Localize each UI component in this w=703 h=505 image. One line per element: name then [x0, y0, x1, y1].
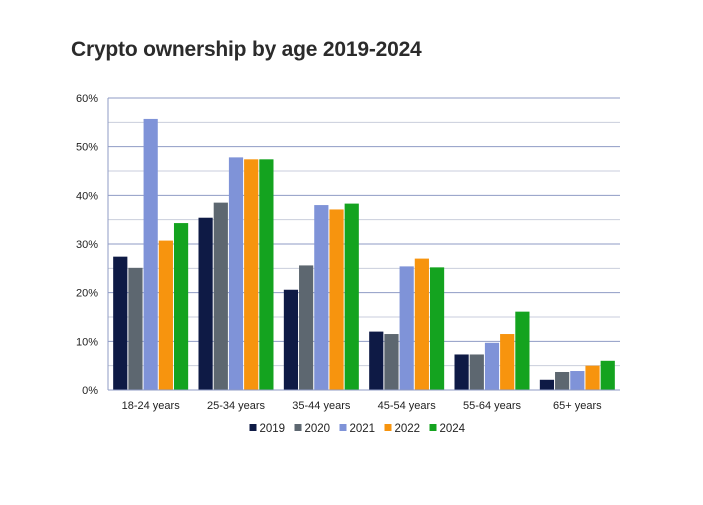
x-tick-label: 35-44 years: [292, 400, 351, 412]
legend-swatch-2020: [294, 424, 302, 431]
bar-2021-25-34-years: [228, 157, 244, 390]
legend-label-2020: 2020: [305, 423, 331, 435]
bar-2021-45-54-years: [399, 266, 414, 390]
bar-2024-45-54-years: [429, 267, 445, 390]
bar-2019-35-44-years: [283, 289, 299, 390]
y-tick-label: 10%: [76, 336, 98, 348]
x-tick-label: 25-34 years: [207, 400, 266, 412]
bar-2019-65+-years: [539, 379, 555, 390]
axes: [107, 98, 620, 391]
y-tick-labels: 0% 10% 20% 30% 40% 50% 60%: [76, 93, 98, 397]
x-tick-label: 65+ years: [553, 400, 602, 412]
bar-2019-18-24-years: [113, 256, 128, 390]
bar-2020-18-24-years: [128, 267, 143, 390]
bar-2022-45-54-years: [414, 258, 429, 390]
y-tick-label: 20%: [76, 288, 98, 300]
bar-2024-65+-years: [600, 360, 615, 390]
bars: [113, 118, 615, 390]
legend-swatch-2019: [249, 424, 257, 431]
legend-swatch-2024: [429, 424, 437, 431]
legend-swatch-2021: [339, 424, 347, 431]
legend-label-2019: 2019: [260, 423, 286, 435]
bar-2022-18-24-years: [158, 240, 173, 390]
legend-label-2024: 2024: [440, 423, 466, 435]
bar-2021-18-24-years: [143, 118, 158, 390]
bar-2022-35-44-years: [329, 209, 344, 390]
bar-2020-25-34-years: [213, 202, 228, 390]
bar-2024-35-44-years: [344, 203, 359, 390]
x-tick-label: 18-24 years: [122, 400, 181, 412]
bar-2022-55-64-years: [500, 334, 515, 390]
bar-2022-65+-years: [585, 365, 600, 390]
bar-2019-45-54-years: [369, 331, 384, 390]
legend-label-2022: 2022: [395, 423, 421, 435]
bar-2021-65+-years: [570, 371, 585, 390]
y-tick-label: 0%: [82, 385, 98, 397]
bar-2020-55-64-years: [469, 354, 484, 390]
bar-2024-18-24-years: [173, 223, 189, 390]
bar-2024-55-64-years: [515, 311, 530, 390]
legend-label-2021: 2021: [350, 423, 376, 435]
bar-2020-45-54-years: [384, 334, 399, 390]
x-tick-labels: 18-24 years 25-34 years 35-44 years 45-54 y…: [122, 400, 603, 412]
legend-swatch-2022: [384, 424, 392, 431]
bar-2024-25-34-years: [259, 159, 274, 390]
bar-2021-35-44-years: [314, 205, 329, 390]
chart-title: Crypto ownership by age 2019-2024: [71, 38, 422, 61]
legend: 2019 2020 2021 2022 2024: [249, 423, 466, 435]
bar-2020-35-44-years: [299, 265, 314, 390]
y-tick-label: 50%: [76, 142, 98, 154]
bar-2022-25-34-years: [244, 159, 259, 390]
bar-2021-55-64-years: [484, 342, 500, 390]
bar-2019-55-64-years: [454, 354, 469, 390]
y-tick-label: 40%: [76, 190, 98, 202]
y-tick-label: 30%: [76, 239, 98, 251]
y-tick-label: 60%: [76, 93, 98, 105]
x-tick-label: 45-54 years: [378, 400, 437, 412]
x-tick-label: 55-64 years: [463, 400, 522, 412]
bar-2020-65+-years: [555, 371, 570, 390]
bar-2019-25-34-years: [198, 217, 213, 390]
gridlines: [108, 97, 620, 367]
